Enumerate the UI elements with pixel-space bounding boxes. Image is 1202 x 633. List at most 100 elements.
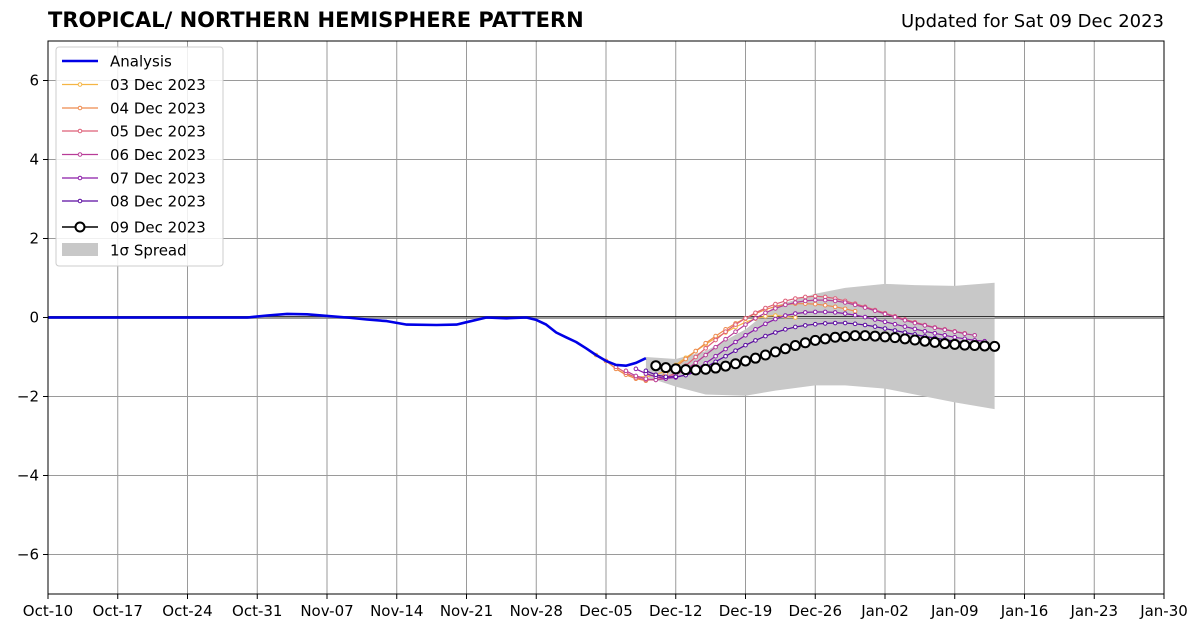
data-point (769, 346, 781, 358)
x-tick-label: Nov-07 (300, 602, 353, 620)
data-point (733, 322, 738, 327)
data-point (733, 329, 738, 335)
data-point (753, 327, 758, 332)
x-tick-label: Nov-28 (510, 602, 563, 620)
data-point (663, 374, 669, 380)
data-point (939, 338, 951, 350)
data-point (703, 340, 708, 346)
legend-label: Analysis (110, 53, 172, 71)
data-point (829, 331, 841, 343)
data-point (723, 336, 728, 342)
legend-label: 05 Dec 2023 (110, 123, 206, 141)
x-tick-label: Jan-09 (930, 602, 979, 620)
data-point (932, 325, 938, 331)
data-point (753, 310, 758, 316)
x-tick-label: Dec-19 (719, 602, 773, 620)
data-point (862, 322, 868, 328)
data-point (673, 374, 679, 380)
data-point (809, 334, 821, 346)
data-point (862, 305, 868, 310)
data-point (822, 309, 828, 315)
spread-band (645, 282, 995, 410)
chart-subtitle: Updated for Sat 09 Dec 2023 (900, 11, 1164, 32)
data-point (789, 340, 801, 352)
data-point (969, 340, 981, 352)
data-point (759, 349, 771, 361)
x-tick-label: Oct-31 (232, 602, 282, 620)
data-point (743, 322, 748, 327)
data-point (743, 342, 748, 348)
data-point (713, 333, 718, 339)
data-point (899, 333, 911, 345)
data-point (812, 297, 818, 303)
data-point (713, 337, 718, 343)
data-point (730, 358, 742, 370)
data-point (623, 368, 629, 374)
x-tick-label: Dec-26 (788, 602, 842, 620)
data-point (929, 336, 941, 348)
x-tick-label: Dec-12 (649, 602, 703, 620)
data-point (703, 346, 708, 351)
data-point (822, 297, 828, 303)
axes: Oct-10 Oct-17 Oct-24 Oct-31 Nov-07 Nov-14 Nov-… (17, 40, 1188, 620)
data-point (743, 332, 748, 338)
data-point (753, 338, 758, 343)
data-point (793, 300, 798, 305)
legend-swatch-marker (74, 221, 86, 233)
data-point (852, 302, 858, 308)
data-point (683, 356, 689, 362)
data-point (949, 338, 961, 350)
data-point (680, 364, 692, 376)
data-point (942, 327, 948, 333)
data-point (773, 316, 778, 322)
data-point (872, 324, 878, 329)
legend-swatch-marker (77, 82, 83, 87)
data-point (909, 334, 921, 346)
legend-swatch-marker (77, 128, 83, 134)
data-point (812, 321, 818, 327)
legend-label: 07 Dec 2023 (110, 170, 206, 188)
data-point (852, 312, 858, 318)
data-point (912, 320, 918, 326)
data-point (643, 368, 649, 374)
data-point (723, 353, 728, 359)
x-tick-label: Jan-30 (1139, 602, 1188, 620)
data-point (773, 306, 778, 311)
chart-title: TROPICAL/ NORTHERN HEMISPHERE PATTERN (48, 8, 584, 32)
data-point (723, 346, 728, 352)
data-point (660, 362, 672, 374)
legend: Analysis 03 Dec 2023 04 Dec 2023 05 Dec 202… (55, 46, 224, 267)
data-point (763, 310, 768, 316)
x-tick-label: Oct-10 (23, 602, 73, 620)
series-0 (48, 312, 647, 367)
data-point (812, 309, 818, 315)
data-point (952, 329, 958, 335)
x-tick-label: Oct-24 (162, 602, 212, 620)
series-lines (48, 293, 1001, 384)
data-point (793, 311, 798, 316)
data-point (650, 360, 662, 372)
data-point (889, 332, 901, 344)
data-point (720, 360, 732, 372)
data-point (690, 364, 702, 376)
data-point (812, 293, 818, 299)
data-point (842, 311, 848, 316)
y-tick-label: −4 (17, 467, 39, 485)
data-point (779, 343, 791, 355)
data-point (783, 327, 788, 332)
data-point (962, 331, 968, 336)
data-point (783, 302, 788, 308)
data-point (799, 337, 811, 349)
data-point (879, 331, 891, 343)
data-point (912, 326, 918, 332)
y-tick-label: 2 (29, 230, 39, 248)
data-point (832, 320, 838, 326)
data-point (793, 315, 798, 320)
x-tick-label: Jan-16 (1000, 602, 1049, 620)
data-point (882, 326, 888, 331)
data-point (643, 376, 649, 382)
data-point (959, 339, 971, 351)
data-point (892, 328, 898, 333)
data-point (842, 306, 848, 312)
data-point (783, 313, 788, 318)
